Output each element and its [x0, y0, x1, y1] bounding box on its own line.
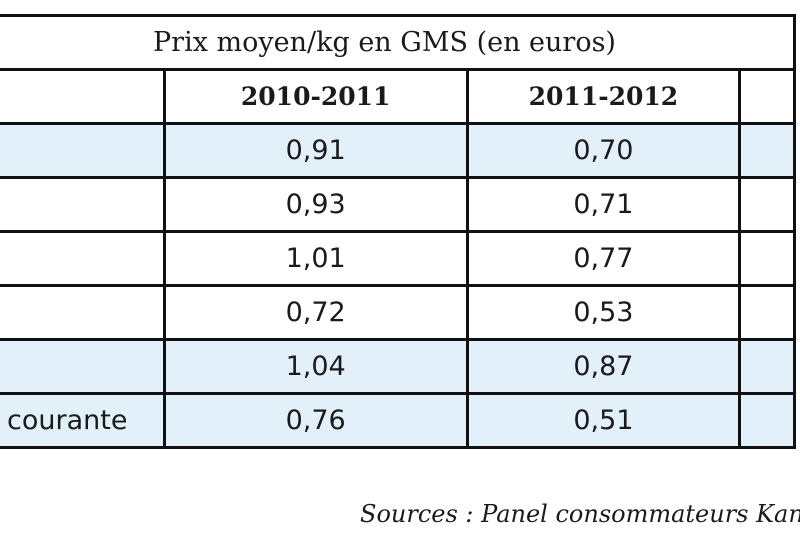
cell-2011-2012: 0,53 — [465, 284, 742, 341]
table-row: 0,72 0,53 — [0, 284, 796, 341]
header-2010-2011: 2010-2011 — [162, 68, 469, 125]
table-row: 1,01 0,77 — [0, 230, 796, 287]
header-2011-2012: 2011-2012 — [465, 68, 742, 125]
cell-2011-2012: 0,70 — [465, 122, 742, 179]
cell-cut — [738, 338, 796, 395]
table-row: 0,93 0,71 — [0, 176, 796, 233]
price-table: Prix moyen/kg en GMS (en euros) 2010-201… — [0, 14, 796, 449]
table-title: Prix moyen/kg en GMS (en euros) — [0, 14, 796, 71]
source-note: Sources : Panel consommateurs Kan — [360, 500, 800, 528]
cell-cut — [738, 284, 796, 341]
cell-2010-2011: 0,93 — [162, 176, 469, 233]
cell-2011-2012: 0,71 — [465, 176, 742, 233]
row-label — [0, 284, 166, 341]
cell-cut — [738, 392, 796, 449]
row-label — [0, 122, 166, 179]
cell-2011-2012: 0,51 — [465, 392, 742, 449]
table-header-row: 2010-2011 2011-2012 — [0, 68, 796, 125]
cell-2010-2011: 0,91 — [162, 122, 469, 179]
cell-cut — [738, 122, 796, 179]
cell-2010-2011: 0,72 — [162, 284, 469, 341]
table-row: courante 0,76 0,51 — [0, 392, 796, 449]
cell-cut — [738, 176, 796, 233]
cell-2010-2011: 1,04 — [162, 338, 469, 395]
row-label — [0, 338, 166, 395]
table-row: 1,04 0,87 — [0, 338, 796, 395]
cell-2011-2012: 0,87 — [465, 338, 742, 395]
cell-2010-2011: 0,76 — [162, 392, 469, 449]
row-label — [0, 230, 166, 287]
table-title-row: Prix moyen/kg en GMS (en euros) — [0, 14, 796, 71]
cell-cut — [738, 230, 796, 287]
cell-2011-2012: 0,77 — [465, 230, 742, 287]
table-row: 0,91 0,70 — [0, 122, 796, 179]
header-cut-column — [738, 68, 796, 125]
row-label — [0, 176, 166, 233]
header-label-column — [0, 68, 166, 125]
row-label: courante — [0, 392, 166, 449]
cell-2010-2011: 1,01 — [162, 230, 469, 287]
